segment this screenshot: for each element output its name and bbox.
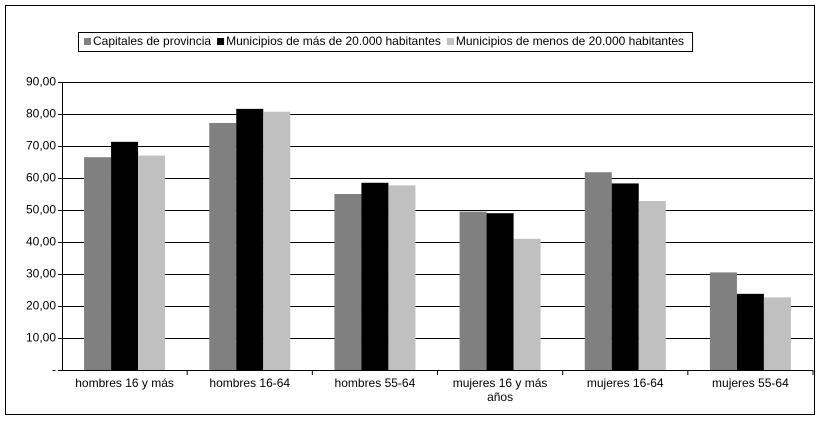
legend-swatch [446,38,454,45]
bar [513,238,541,370]
bar [263,111,291,370]
y-tick-label: 70,00 [26,139,56,153]
bar [486,213,514,370]
x-tick-label: hombres 16-64 [209,376,291,390]
bar [111,141,139,370]
bar [736,293,764,370]
y-tick-label: 90,00 [26,75,56,89]
legend-label: Municipios de menos de 20.000 habitantes [456,34,684,48]
x-tick-label: hombres 16 y más [75,376,174,390]
bar [584,172,612,370]
y-tick-label: 20,00 [26,299,56,313]
y-tick-label: 30,00 [26,267,56,281]
bar [388,185,416,370]
bar [138,155,166,370]
bar [84,157,112,370]
bar [763,297,791,370]
bar [236,108,264,370]
legend-swatch [84,38,91,45]
y-tick-label: 50,00 [26,203,56,217]
y-tick-label: 10,00 [26,331,56,345]
x-tick-label: mujeres 16 y más años [452,376,548,404]
y-tick-label: 60,00 [26,171,56,185]
bar [611,183,639,370]
bar [209,122,237,371]
y-tick-label: - [52,363,56,377]
y-tick-label: 40,00 [26,235,56,249]
legend-label: Capitales de provincia [93,34,211,48]
bar [361,182,389,370]
bar [638,201,666,370]
legend-swatch [217,38,225,45]
legend-label: Municipios de más de 20.000 habitantes [226,34,441,48]
y-tick-label: 80,00 [26,107,56,121]
legend-box [78,32,694,52]
x-tick-label: hombres 55-64 [334,376,416,390]
bar [709,272,737,370]
x-tick-label: mujeres 16-64 [586,376,664,390]
x-tick-label: mujeres 55-64 [712,376,789,390]
chart-border [5,5,815,415]
bar [459,211,487,370]
bar [334,194,362,370]
